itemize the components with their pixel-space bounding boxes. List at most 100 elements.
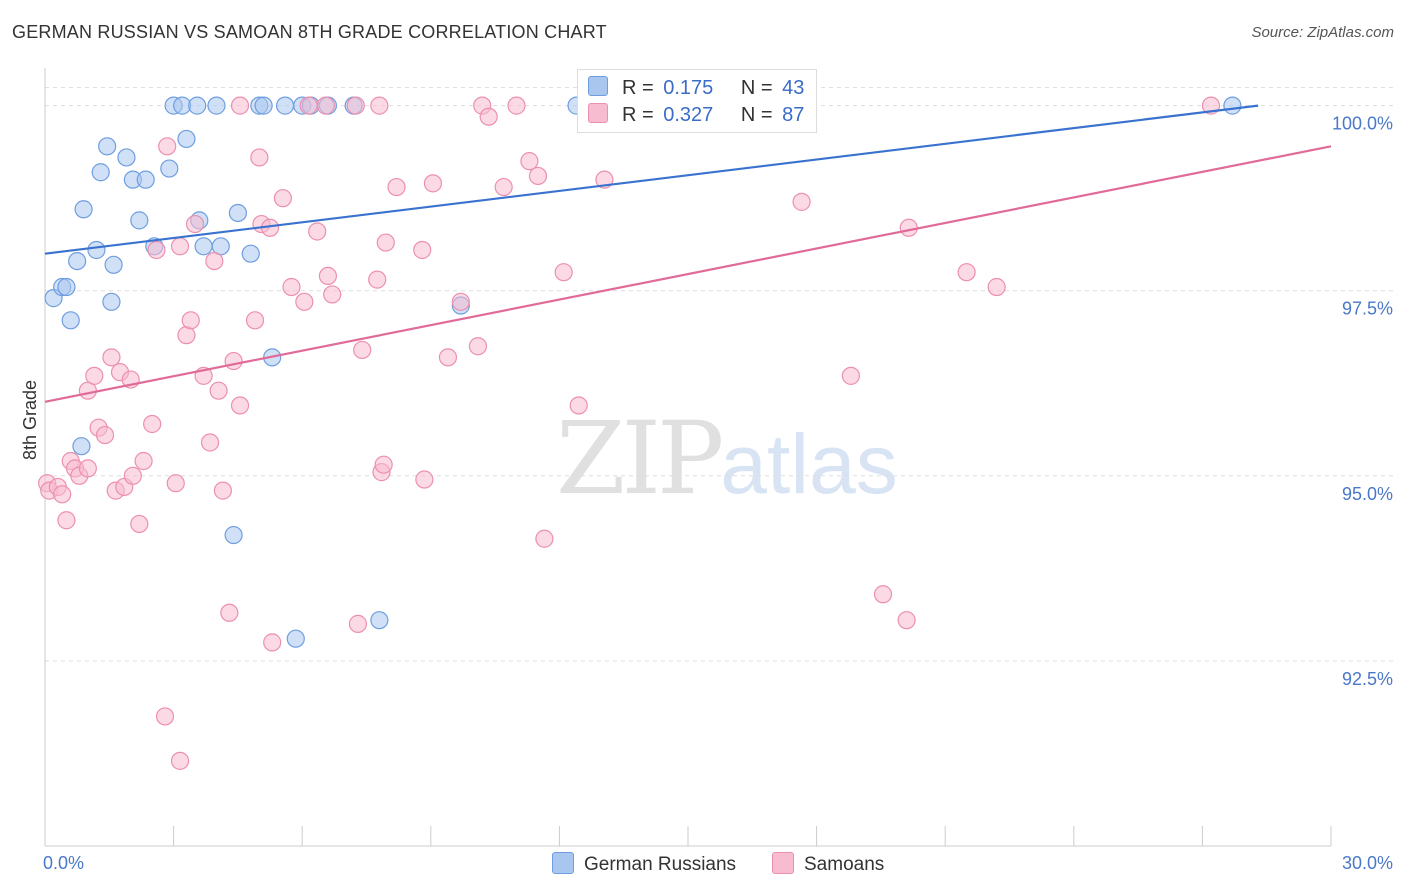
german-russian-point xyxy=(275,96,295,115)
samoan-point xyxy=(841,366,860,385)
samoan-point xyxy=(370,96,389,115)
samoan-point xyxy=(987,277,1006,297)
legend-n-value: 43 xyxy=(782,77,805,99)
samoan-point xyxy=(554,263,573,282)
german-russian-point xyxy=(57,277,76,297)
samoan-point xyxy=(374,455,393,474)
german-russian-point xyxy=(130,211,149,230)
bottom-legend-swatch-german-russians xyxy=(552,852,574,874)
samoan-point xyxy=(170,237,190,256)
samoan-point xyxy=(95,425,115,445)
samoan-point xyxy=(323,285,342,304)
legend-swatch-samoans xyxy=(588,103,608,123)
legend: R = 0.175 N = 43 R = 0.327 N = 87 xyxy=(577,69,817,133)
samoan-point xyxy=(57,511,76,530)
german-russian-point xyxy=(1223,96,1242,115)
samoan-point xyxy=(569,396,588,415)
samoan-point xyxy=(170,751,190,770)
legend-n-label: N = xyxy=(740,104,773,126)
samoan-point xyxy=(143,414,162,434)
samoan-point xyxy=(897,611,916,630)
watermark: ZIPatlas xyxy=(556,400,898,517)
samoan-point xyxy=(273,189,293,208)
bottom-legend-label: Samoans xyxy=(804,854,885,875)
samoan-point xyxy=(873,585,893,604)
samoan-point xyxy=(387,177,406,197)
data-points xyxy=(38,96,1242,770)
samoan-point xyxy=(479,107,498,126)
samoan-point xyxy=(318,266,338,286)
y-tick-label: 97.5% xyxy=(1342,299,1393,319)
samoan-point xyxy=(468,337,488,356)
samoan-point xyxy=(376,233,395,252)
samoan-point xyxy=(295,292,314,311)
legend-r-label: R = xyxy=(622,104,654,126)
samoan-point xyxy=(520,152,539,171)
german-russian-point xyxy=(188,96,207,115)
samoan-point xyxy=(213,481,232,500)
samoan-point xyxy=(250,148,269,167)
samoan-point xyxy=(299,96,318,115)
samoan-point xyxy=(368,270,387,289)
legend-r-label: R = xyxy=(622,77,654,99)
bottom-legend-german-russians: German Russians xyxy=(552,852,736,876)
samoan-point xyxy=(220,603,239,622)
samoan-point xyxy=(263,633,282,652)
chart-title: GERMAN RUSSIAN VS SAMOAN 8TH GRADE CORRE… xyxy=(12,22,607,42)
german-russian-point xyxy=(241,244,260,263)
samoan-point xyxy=(415,470,434,489)
samoan-point xyxy=(158,137,177,156)
samoan-point xyxy=(282,277,301,297)
legend-n-value: 87 xyxy=(782,104,805,126)
samoan-point xyxy=(535,529,554,548)
german-russian-point xyxy=(160,159,179,178)
german-russian-point xyxy=(286,629,305,648)
samoan-point xyxy=(205,251,224,271)
legend-swatch-german-russians xyxy=(588,76,608,96)
samoan-point xyxy=(181,311,200,330)
samoan-point xyxy=(134,451,153,471)
samoan-point xyxy=(130,514,149,534)
german-russian-point xyxy=(177,129,196,149)
legend-r-value: 0.175 xyxy=(663,77,714,99)
german-russian-point xyxy=(104,255,123,274)
legend-r-value: 0.327 xyxy=(663,104,714,126)
german-russian-point xyxy=(98,137,117,156)
samoan-point xyxy=(185,214,205,234)
german-russian-point xyxy=(91,163,110,182)
x-tick-label-min: 0.0% xyxy=(43,853,84,873)
german-russian-point xyxy=(72,437,91,456)
samoan-point xyxy=(230,396,250,415)
legend-n-label: N = xyxy=(740,77,773,99)
samoan-point xyxy=(353,340,372,360)
samoan-point xyxy=(348,614,368,633)
samoan-point xyxy=(224,351,243,371)
german-russian-point xyxy=(228,203,247,223)
german-russian-point xyxy=(254,96,273,115)
watermark-zip: ZIP xyxy=(556,400,724,517)
samoan-point xyxy=(209,381,228,400)
tick-labels: 92.5% 95.0% 97.5% 100.0% 0.0% 30.0% xyxy=(43,114,1393,873)
samoan-point xyxy=(245,311,265,330)
samoan-point xyxy=(413,240,432,260)
samoan-point xyxy=(53,485,72,504)
german-russian-point xyxy=(61,311,80,330)
y-tick-label: 95.0% xyxy=(1342,484,1393,504)
y-tick-label: 92.5% xyxy=(1342,669,1393,689)
samoan-point xyxy=(494,177,513,197)
samoan-point xyxy=(200,433,220,452)
samoan-point xyxy=(438,348,458,367)
samoan-point xyxy=(507,96,526,115)
samoan-point xyxy=(899,218,918,237)
samoan-point xyxy=(346,96,365,115)
german-russian-trend-line xyxy=(44,104,1259,255)
y-axis-label: 8th Grade xyxy=(20,379,40,460)
samoan-trend-line xyxy=(44,145,1332,403)
trend-lines xyxy=(44,104,1332,403)
german-russian-point xyxy=(224,525,243,545)
samoan-point xyxy=(78,459,97,478)
german-russian-point xyxy=(87,240,106,260)
german-russian-point xyxy=(74,200,93,219)
samoan-point xyxy=(423,174,443,193)
bottom-legend-samoans: Samoans xyxy=(772,852,884,876)
